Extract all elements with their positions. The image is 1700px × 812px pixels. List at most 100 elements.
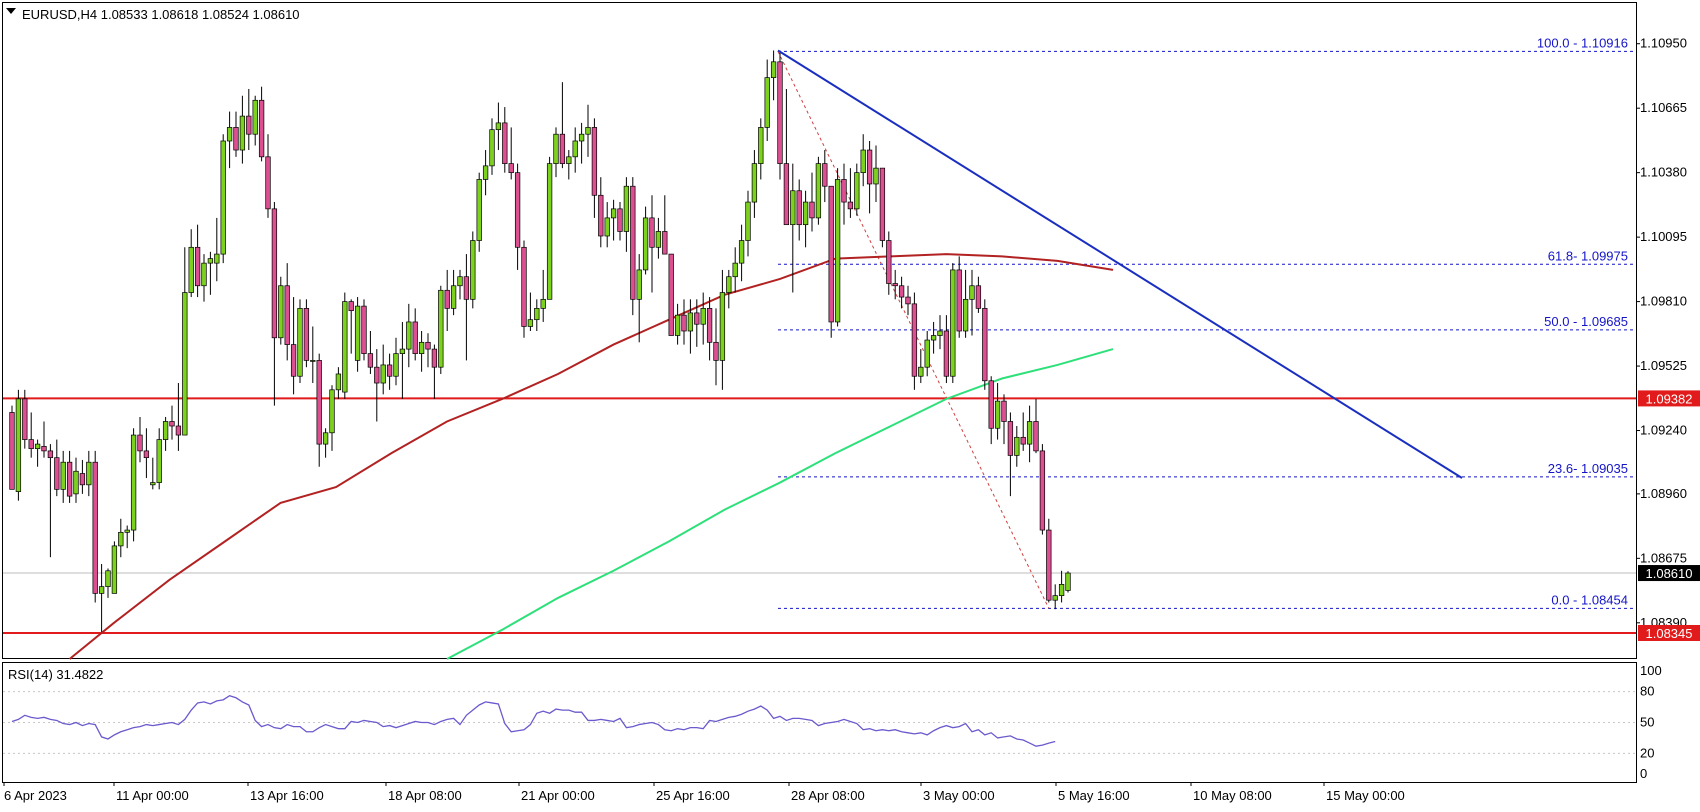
candle (655, 217, 662, 259)
candle (188, 229, 194, 298)
candle (124, 525, 130, 549)
candle (463, 254, 470, 361)
candle (92, 450, 98, 603)
candle-body (751, 163, 758, 203)
candle (162, 416, 169, 451)
x-tick-label: 6 Apr 2023 (4, 788, 67, 803)
candle-body (886, 240, 892, 284)
candle (194, 224, 201, 298)
candle (610, 199, 617, 241)
level-badge-2: 1.08345 (1638, 624, 1700, 641)
candle (534, 299, 540, 331)
candle-body (988, 380, 994, 429)
candle (425, 333, 431, 368)
candle-body (854, 172, 860, 210)
candle (796, 179, 802, 241)
symbol-info: EURUSD,H4 1.08533 1.08618 1.08524 1.0861… (22, 7, 300, 22)
candle-body (226, 127, 233, 142)
candle (719, 269, 726, 390)
candle (700, 292, 706, 345)
candle (642, 206, 649, 275)
candle (418, 331, 425, 372)
candle (777, 50, 783, 180)
candle (879, 167, 886, 248)
candle (412, 308, 418, 361)
candle (54, 439, 60, 497)
candle-body (726, 276, 732, 293)
candle-body (303, 308, 310, 361)
candle-body (905, 296, 911, 305)
candle (527, 292, 534, 331)
candle-body (310, 360, 316, 362)
current-price-badge-label: 1.08610 (1646, 566, 1693, 581)
candle (713, 308, 719, 386)
candle-body (649, 217, 655, 248)
candle-body (470, 240, 476, 300)
candle (399, 321, 406, 399)
candle (918, 349, 924, 384)
candle-body (642, 217, 649, 271)
candle (553, 127, 559, 178)
candle-body (873, 167, 879, 185)
candle (745, 190, 751, 257)
candle-body (604, 217, 610, 237)
level-badge-2-bg (1638, 624, 1700, 641)
candle-body (559, 133, 566, 164)
candle-body (687, 312, 694, 332)
candle-body (169, 421, 175, 427)
candle (290, 297, 297, 395)
candle-body (815, 163, 822, 219)
candle (834, 168, 841, 327)
candle-body (636, 269, 642, 300)
candle-body (1065, 572, 1071, 591)
candle (239, 95, 246, 164)
candle-body (329, 389, 335, 434)
candle (982, 299, 988, 390)
candle-body (297, 308, 303, 377)
x-tick-label: 3 May 00:00 (923, 788, 995, 803)
candle (118, 518, 124, 558)
candle (598, 177, 604, 248)
candle (668, 253, 674, 336)
candle-body (316, 360, 322, 445)
candle (246, 88, 252, 151)
candle-body (879, 167, 886, 241)
candle-body (28, 439, 34, 449)
candle (649, 195, 655, 293)
y-tick-label: 1.10095 (1640, 229, 1687, 244)
candle-body (623, 185, 630, 232)
candle (841, 163, 847, 225)
candle-body (482, 165, 489, 180)
candle-body (1058, 584, 1065, 597)
descending-trendline[interactable] (777, 49, 1463, 479)
candle-body (969, 285, 975, 300)
level-badge-1-bg (1638, 390, 1700, 407)
candle (591, 118, 598, 218)
candle (354, 297, 361, 372)
candle (732, 247, 738, 293)
candle-body (828, 185, 834, 323)
candle (790, 163, 796, 293)
candle-body (406, 321, 412, 350)
candle (636, 254, 642, 343)
y-tick-label: 1.08675 (1640, 550, 1687, 565)
candle-body (662, 231, 668, 255)
candle-body (54, 457, 60, 490)
candle (252, 95, 258, 146)
candle-body (598, 194, 604, 237)
candle (342, 292, 348, 399)
candle-body (911, 303, 918, 377)
candle-body (380, 364, 386, 384)
candle (9, 405, 15, 490)
candle (770, 50, 777, 101)
candle-body (758, 127, 764, 164)
candle (143, 428, 150, 479)
candle-body (41, 446, 47, 452)
candle (137, 416, 143, 463)
candle (898, 276, 905, 309)
candle-body (105, 570, 111, 587)
collapse-triangle-icon[interactable] (6, 8, 16, 14)
main-chart-frame (2, 2, 1637, 659)
y-tick-label: 1.08960 (1640, 486, 1687, 501)
